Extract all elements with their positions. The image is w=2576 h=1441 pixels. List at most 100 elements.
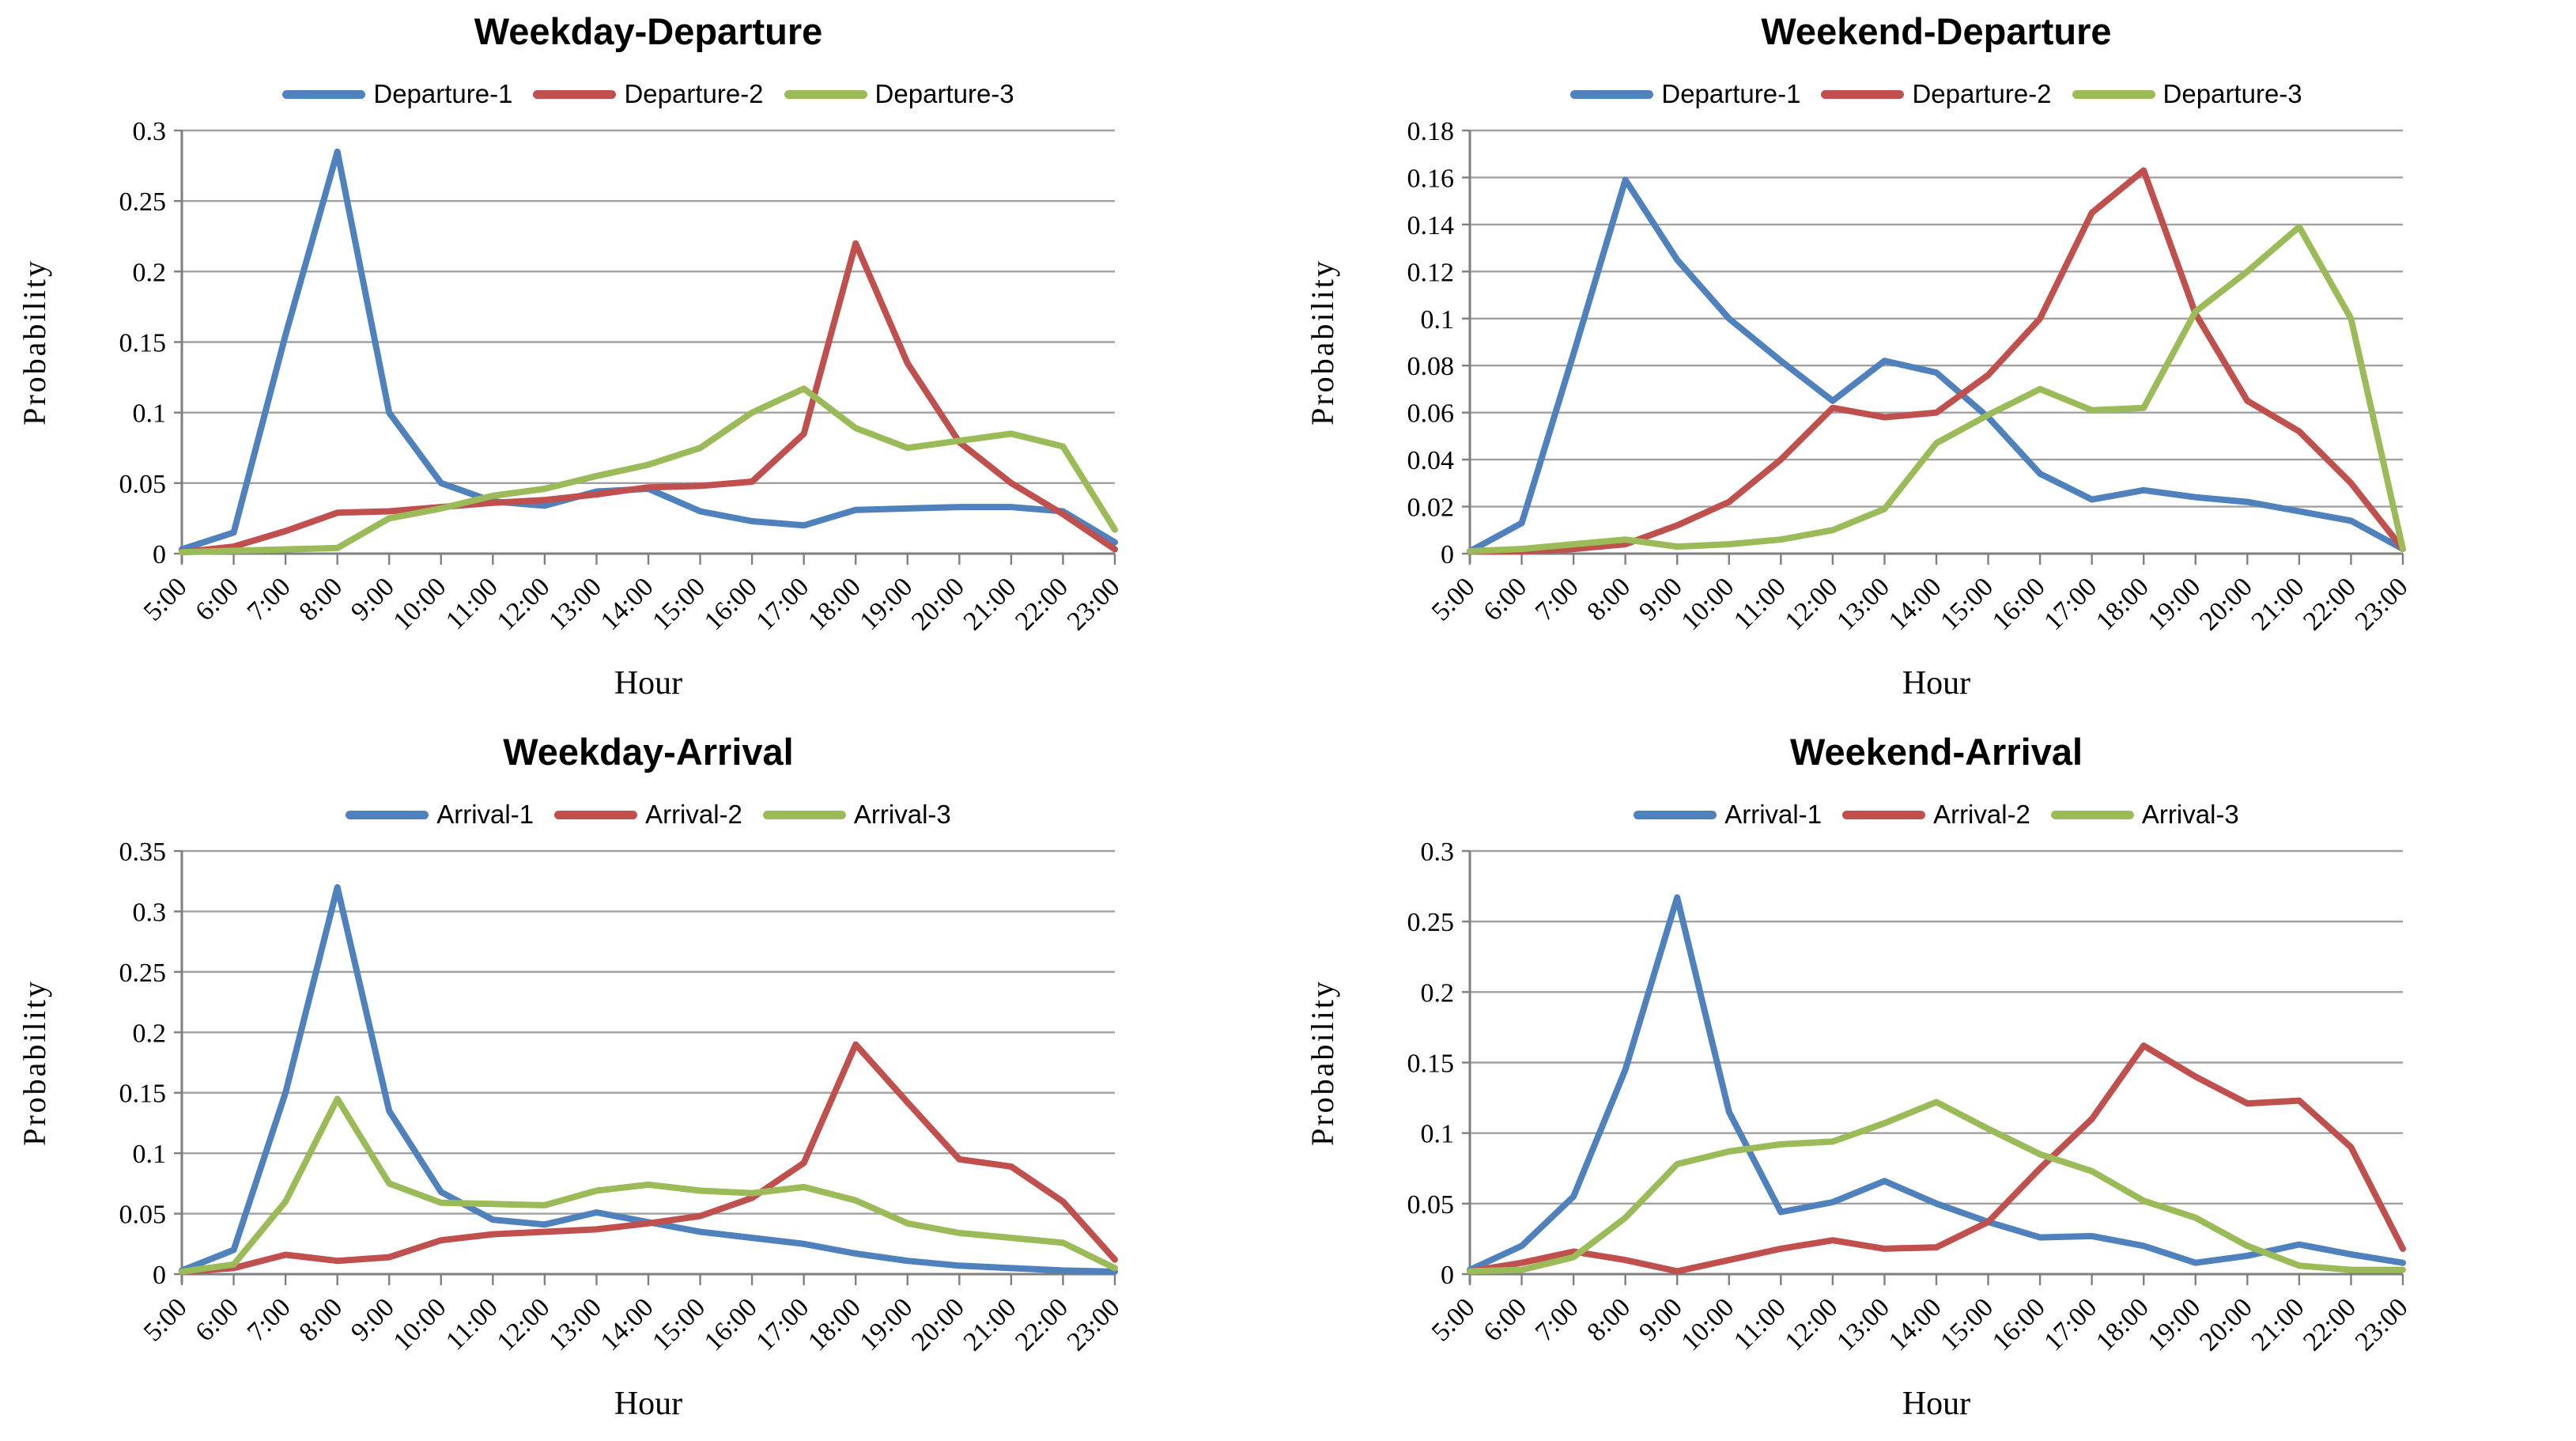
y-tick-label: 0.25 bbox=[119, 959, 167, 988]
legend-label: Arrival-1 bbox=[1724, 800, 1822, 829]
x-tick-label: 15:00 bbox=[1935, 1292, 1999, 1356]
x-tick-label: 10:00 bbox=[1676, 1292, 1740, 1356]
x-tick-label: 23:00 bbox=[2350, 572, 2414, 636]
x-tick-label: 6:00 bbox=[1478, 572, 1532, 626]
legend-swatch-series3 bbox=[762, 810, 846, 819]
y-tick-label: 0 bbox=[1441, 1261, 1454, 1290]
legend: Arrival-1 Arrival-2 Arrival-3 bbox=[1470, 800, 2403, 830]
x-tick-label: 20:00 bbox=[906, 1292, 970, 1356]
y-tick-label: 0.2 bbox=[133, 1019, 167, 1048]
y-tick-label: 0.1 bbox=[1421, 305, 1455, 335]
x-tick-label: 8:00 bbox=[1581, 572, 1636, 626]
legend-swatch-series1 bbox=[282, 89, 366, 99]
x-tick-label: 14:00 bbox=[1883, 572, 1947, 636]
y-tick-label: 0 bbox=[153, 1261, 166, 1290]
x-tick-label: 23:00 bbox=[2350, 1292, 2414, 1356]
plot-area: 0 0.02 0.04 0.06 0.08 0.1 0.12 0.14 0.16 0.18 5:00… bbox=[1407, 117, 2414, 636]
x-tick-label: 5:00 bbox=[138, 572, 193, 626]
y-tick-label: 0.04 bbox=[1407, 446, 1455, 475]
x-tick-label: 21:00 bbox=[958, 1292, 1022, 1356]
x-tick-label: 8:00 bbox=[293, 572, 348, 626]
x-tick-label: 20:00 bbox=[2194, 1292, 2258, 1356]
legend: Departure-1 Departure-2 Departure-3 bbox=[1470, 79, 2403, 109]
legend-item: Departure-3 bbox=[784, 79, 1014, 109]
legend-item: Arrival-1 bbox=[1634, 800, 1822, 830]
y-tick-label: 0.1 bbox=[133, 1140, 167, 1169]
x-tick-label: 20:00 bbox=[2194, 572, 2258, 636]
legend-item: Arrival-2 bbox=[554, 800, 742, 830]
y-tick-label: 0.08 bbox=[1407, 352, 1455, 381]
x-tick-label: 13:00 bbox=[543, 1292, 607, 1356]
y-tick-label: 0.1 bbox=[133, 399, 167, 429]
y-tick-label: 0.3 bbox=[1421, 838, 1455, 867]
x-tick-label: 13:00 bbox=[1831, 572, 1895, 636]
series-line-arrival-3 bbox=[1467, 1099, 2406, 1275]
legend-label: Arrival-3 bbox=[2141, 800, 2239, 829]
series-line-departure-1 bbox=[1467, 176, 2406, 554]
series-line-arrival-2 bbox=[179, 1041, 1118, 1275]
legend-item: Departure-2 bbox=[533, 79, 764, 109]
legend-item: Departure-1 bbox=[282, 79, 512, 109]
y-tick-label: 0.25 bbox=[119, 187, 167, 217]
x-tick-label: 19:00 bbox=[2143, 572, 2207, 636]
series-line-departure-3 bbox=[179, 385, 1118, 556]
legend-item: Arrival-1 bbox=[346, 800, 534, 830]
chart-weekday-arrival: Weekday-Arrival Arrival-1 Arrival-2 Arri… bbox=[0, 720, 1288, 1441]
x-tick-label: 19:00 bbox=[855, 572, 919, 636]
x-tick-label: 13:00 bbox=[543, 572, 607, 636]
legend-item: Arrival-3 bbox=[762, 800, 951, 830]
x-tick-label: 19:00 bbox=[2143, 1292, 2207, 1356]
x-axis-title: Hour bbox=[614, 665, 683, 702]
x-tick-label: 6:00 bbox=[190, 572, 244, 626]
chart-weekend-departure: Weekend-Departure Departure-1 Departure-… bbox=[1288, 0, 2576, 720]
x-tick-label: 12:00 bbox=[492, 1292, 556, 1356]
x-tick-label: 18:00 bbox=[803, 1292, 867, 1356]
x-tick-label: 10:00 bbox=[1676, 572, 1740, 636]
legend-swatch-series2 bbox=[533, 89, 617, 99]
legend-swatch-series3 bbox=[784, 89, 867, 99]
x-tick-label: 13:00 bbox=[1831, 1292, 1895, 1356]
x-tick-label: 5:00 bbox=[1426, 572, 1481, 626]
y-tick-label: 0.15 bbox=[1407, 1050, 1455, 1079]
x-tick-label: 6:00 bbox=[1478, 1292, 1532, 1347]
legend-swatch-series2 bbox=[1842, 810, 1926, 819]
x-tick-label: 17:00 bbox=[2038, 1292, 2102, 1356]
x-tick-label: 15:00 bbox=[647, 572, 711, 636]
series-line-arrival-2 bbox=[1467, 1042, 2406, 1275]
x-tick-label: 11:00 bbox=[1728, 572, 1792, 635]
y-tick-label: 0.15 bbox=[119, 1080, 167, 1109]
legend-label: Arrival-2 bbox=[645, 800, 742, 829]
y-tick-label: 0.02 bbox=[1407, 494, 1455, 523]
chart-title: Weekday-Departure bbox=[474, 10, 823, 52]
x-tick-label: 17:00 bbox=[750, 1292, 814, 1356]
x-tick-label: 7:00 bbox=[1530, 572, 1585, 626]
legend-swatch-series2 bbox=[554, 810, 638, 819]
x-tick-label: 6:00 bbox=[190, 1292, 244, 1347]
y-tick-label: 0.05 bbox=[1407, 1190, 1455, 1220]
legend-item: Arrival-3 bbox=[2050, 800, 2239, 830]
legend-label: Departure-1 bbox=[1661, 79, 1801, 108]
x-tick-label: 15:00 bbox=[647, 1292, 711, 1356]
y-tick-label: 0.16 bbox=[1407, 164, 1455, 193]
y-tick-label: 0.2 bbox=[133, 258, 167, 287]
x-axis-title: Hour bbox=[1902, 665, 1971, 702]
x-tick-label: 18:00 bbox=[2091, 1292, 2155, 1356]
x-tick-label: 23:00 bbox=[1062, 1292, 1126, 1356]
x-tick-label: 18:00 bbox=[2091, 572, 2155, 636]
x-tick-label: 12:00 bbox=[492, 572, 556, 636]
x-tick-label: 14:00 bbox=[1883, 1292, 1947, 1356]
chart-weekend-arrival: Weekend-Arrival Arrival-1 Arrival-2 Arri… bbox=[1288, 720, 2576, 1441]
legend-label: Arrival-1 bbox=[436, 800, 534, 829]
legend-item: Departure-3 bbox=[2072, 79, 2302, 109]
x-tick-label: 22:00 bbox=[2298, 572, 2362, 636]
legend-item: Departure-1 bbox=[1570, 79, 1800, 109]
legend: Arrival-1 Arrival-2 Arrival-3 bbox=[182, 800, 1115, 830]
y-axis-title: Probability bbox=[1304, 979, 1340, 1146]
x-tick-label: 7:00 bbox=[1530, 1292, 1585, 1347]
x-tick-label: 10:00 bbox=[388, 1292, 452, 1356]
x-tick-label: 23:00 bbox=[1062, 572, 1126, 636]
y-tick-label: 0.05 bbox=[119, 470, 167, 499]
legend-swatch-series2 bbox=[1821, 89, 1905, 99]
x-tick-label: 12:00 bbox=[1780, 1292, 1844, 1356]
x-tick-label: 14:00 bbox=[595, 1292, 659, 1356]
